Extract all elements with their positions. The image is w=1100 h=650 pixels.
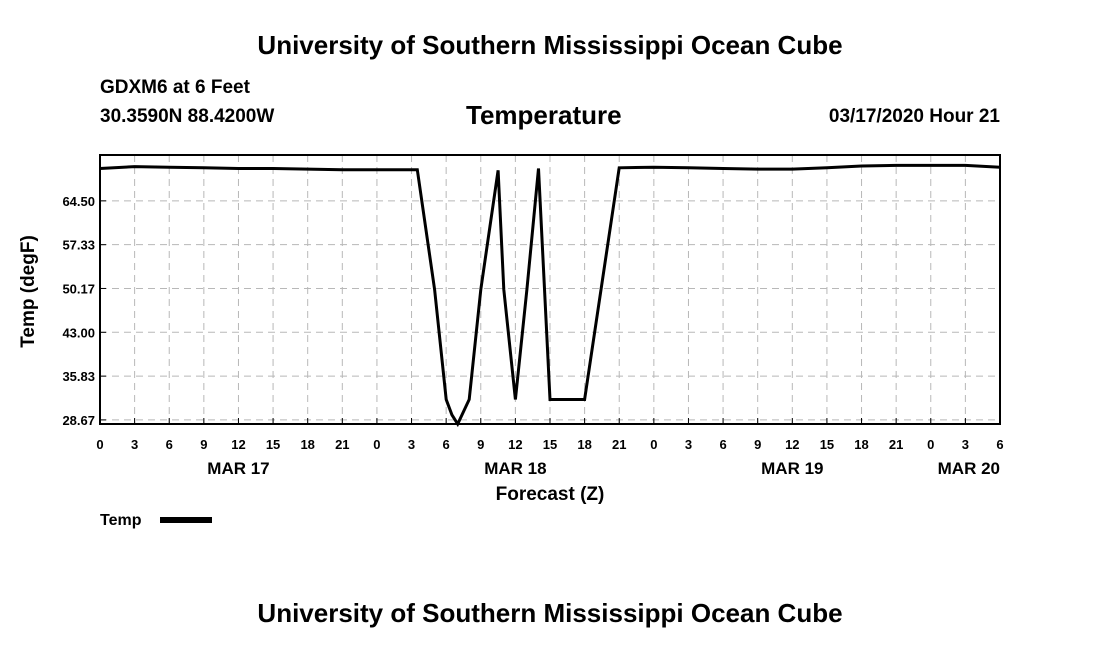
- date-labels: MAR 17 MAR 18 MAR 19 MAR 20: [207, 459, 1000, 478]
- date-label: MAR 19: [761, 459, 823, 478]
- x-tick-label: 18: [854, 437, 868, 452]
- series-layer: [99, 163, 1001, 428]
- footer-title: University of Southern Mississippi Ocean…: [257, 598, 843, 628]
- report-title: University of Southern Mississippi Ocean…: [257, 30, 843, 60]
- station-coordinates: 30.3590N 88.4200W: [100, 106, 275, 127]
- y-tick-labels: 64.50 57.33 50.17 43.00 35.83 28.67: [62, 194, 95, 428]
- x-tick-label: 9: [477, 437, 484, 452]
- x-tick-label: 12: [508, 437, 522, 452]
- x-tick-label: 18: [577, 437, 591, 452]
- x-tick-label: 15: [543, 437, 557, 452]
- x-tick-label: 0: [373, 437, 380, 452]
- forecast-timestamp: 03/17/2020 Hour 21: [828, 106, 1000, 127]
- y-tick-label: 57.33: [62, 238, 95, 253]
- x-tick-label: 3: [131, 437, 138, 452]
- x-tick-label: 3: [408, 437, 415, 452]
- x-tick-labels: 0 3 6 9 12 15 18 21 0 3 6 9 12 15 18 21 0 3 6 9 12 15 18 21 0 3 6: [96, 437, 1003, 452]
- x-axis-title: Forecast (Z): [496, 484, 605, 505]
- legend-label: Temp: [100, 512, 142, 529]
- y-tick-label: 28.67: [62, 413, 95, 428]
- x-tick-label: 15: [820, 437, 834, 452]
- x-tick-label: 15: [266, 437, 280, 452]
- station-label: GDXM6 at 6 Feet: [100, 77, 250, 98]
- x-tick-label: 9: [754, 437, 761, 452]
- x-tick-label: 12: [231, 437, 245, 452]
- x-tick-label: 6: [166, 437, 173, 452]
- legend: Temp: [100, 512, 212, 529]
- y-tick-label: 43.00: [62, 325, 95, 340]
- chart-title: Temperature: [466, 100, 622, 130]
- x-tick-label: 21: [335, 437, 349, 452]
- tick-marks: [99, 200, 1001, 424]
- x-tick-label: 6: [443, 437, 450, 452]
- x-tick-label: 0: [650, 437, 657, 452]
- y-tick-label: 64.50: [62, 194, 95, 209]
- x-tick-label: 0: [96, 437, 103, 452]
- y-tick-label: 50.17: [62, 281, 95, 296]
- y-tick-label: 35.83: [62, 369, 95, 384]
- date-label: MAR 17: [207, 459, 269, 478]
- series-line-temp: [99, 163, 1001, 428]
- x-tick-label: 3: [962, 437, 969, 452]
- x-tick-label: 6: [719, 437, 726, 452]
- x-tick-label: 6: [996, 437, 1003, 452]
- x-tick-label: 0: [927, 437, 934, 452]
- x-tick-label: 21: [889, 437, 903, 452]
- grid-lines: [100, 155, 1000, 424]
- x-tick-label: 3: [685, 437, 692, 452]
- x-tick-label: 21: [612, 437, 626, 452]
- date-label: MAR 18: [484, 459, 546, 478]
- y-axis-title: Temp (degF): [18, 235, 39, 348]
- x-tick-label: 12: [785, 437, 799, 452]
- x-tick-label: 9: [200, 437, 207, 452]
- x-tick-label: 18: [300, 437, 314, 452]
- date-label: MAR 20: [938, 459, 1000, 478]
